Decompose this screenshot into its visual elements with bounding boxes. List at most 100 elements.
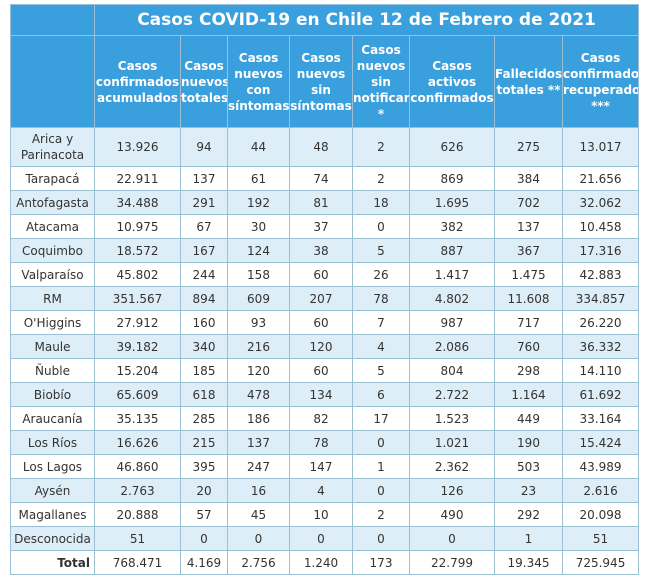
value-cell: 57 bbox=[180, 502, 228, 527]
value-cell: 216 bbox=[227, 334, 290, 359]
value-cell: 2.763 bbox=[94, 478, 181, 503]
region-name-cell: Atacama bbox=[10, 214, 95, 239]
value-cell: 35.135 bbox=[94, 406, 181, 431]
value-cell: 382 bbox=[409, 214, 495, 239]
value-cell: 1.523 bbox=[409, 406, 495, 431]
value-cell: 292 bbox=[494, 502, 563, 527]
total-cell: 768.471 bbox=[94, 550, 181, 575]
value-cell: 18 bbox=[352, 190, 410, 215]
value-cell: 33.164 bbox=[561, 406, 640, 431]
value-cell: 22.911 bbox=[94, 166, 181, 191]
value-cell: 490 bbox=[409, 502, 495, 527]
value-cell: 20 bbox=[180, 478, 228, 503]
value-cell: 503 bbox=[494, 454, 563, 479]
value-cell: 16.626 bbox=[94, 430, 181, 455]
region-name-cell: Araucanía bbox=[10, 406, 95, 431]
total-row: Total 768.471 4.169 2.756 1.240 173 22.7… bbox=[10, 550, 640, 575]
value-cell: 26 bbox=[352, 262, 410, 287]
value-cell: 1.021 bbox=[409, 430, 495, 455]
header-corner-cell bbox=[10, 35, 95, 128]
region-name-cell: Tarapacá bbox=[10, 166, 95, 191]
value-cell: 32.062 bbox=[561, 190, 640, 215]
value-cell: 126 bbox=[409, 478, 495, 503]
table-row: Atacama 10.975 67 30 37 0 382 137 10.458 bbox=[10, 214, 640, 239]
value-cell: 2.616 bbox=[561, 478, 640, 503]
value-cell: 120 bbox=[227, 358, 290, 383]
total-cell: 19.345 bbox=[494, 550, 563, 575]
value-cell: 4 bbox=[352, 334, 410, 359]
region-name-cell: Antofagasta bbox=[10, 190, 95, 215]
value-cell: 247 bbox=[227, 454, 290, 479]
value-cell: 81 bbox=[289, 190, 353, 215]
region-name-cell: Valparaíso bbox=[10, 262, 95, 287]
value-cell: 0 bbox=[352, 430, 410, 455]
value-cell: 478 bbox=[227, 382, 290, 407]
value-cell: 21.656 bbox=[561, 166, 640, 191]
region-name-cell: RM bbox=[10, 286, 95, 311]
value-cell: 45 bbox=[227, 502, 290, 527]
table-row: Ñuble 15.204 185 120 60 5 804 298 14.110 bbox=[10, 358, 640, 383]
value-cell: 38 bbox=[289, 238, 353, 263]
value-cell: 23 bbox=[494, 478, 563, 503]
header-cell: Casos confirmados recuperados *** bbox=[561, 35, 640, 128]
value-cell: 67 bbox=[180, 214, 228, 239]
value-cell: 45.802 bbox=[94, 262, 181, 287]
value-cell: 74 bbox=[289, 166, 353, 191]
value-cell: 37 bbox=[289, 214, 353, 239]
value-cell: 124 bbox=[227, 238, 290, 263]
value-cell: 1.417 bbox=[409, 262, 495, 287]
header-cell: Casos nuevos sin síntomas bbox=[289, 35, 353, 128]
table-row: O'Higgins 27.912 160 93 60 7 987 717 26.220 bbox=[10, 310, 640, 335]
value-cell: 137 bbox=[494, 214, 563, 239]
value-cell: 27.912 bbox=[94, 310, 181, 335]
header-cell: Casos activos confirmados bbox=[409, 35, 495, 128]
table-row: Valparaíso 45.802 244 158 60 26 1.417 1.475 42.8… bbox=[10, 262, 640, 287]
value-cell: 334.857 bbox=[561, 286, 640, 311]
total-cell: 1.240 bbox=[289, 550, 353, 575]
table-title: Casos COVID-19 en Chile 12 de Febrero de… bbox=[93, 4, 640, 36]
region-name-cell: Los Lagos bbox=[10, 454, 95, 479]
value-cell: 4.802 bbox=[409, 286, 495, 311]
value-cell: 215 bbox=[180, 430, 228, 455]
value-cell: 94 bbox=[180, 127, 228, 167]
value-cell: 15.424 bbox=[561, 430, 640, 455]
value-cell: 18.572 bbox=[94, 238, 181, 263]
total-cell: 22.799 bbox=[409, 550, 495, 575]
table-row: Aysén 2.763 20 16 4 0 126 23 2.616 bbox=[10, 478, 640, 503]
value-cell: 285 bbox=[180, 406, 228, 431]
value-cell: 190 bbox=[494, 430, 563, 455]
table-row: Desconocida 51 0 0 0 0 0 1 51 bbox=[10, 526, 640, 551]
table-row: Biobío 65.609 618 478 134 6 2.722 1.164 61.692 bbox=[10, 382, 640, 407]
value-cell: 4 bbox=[289, 478, 353, 503]
value-cell: 44 bbox=[227, 127, 290, 167]
value-cell: 0 bbox=[409, 526, 495, 551]
title-row: Casos COVID-19 en Chile 12 de Febrero de… bbox=[10, 4, 640, 36]
value-cell: 158 bbox=[227, 262, 290, 287]
value-cell: 60 bbox=[289, 310, 353, 335]
value-cell: 10 bbox=[289, 502, 353, 527]
value-cell: 0 bbox=[352, 214, 410, 239]
header-cell: Casos confirmados acumulados bbox=[94, 35, 181, 128]
value-cell: 36.332 bbox=[561, 334, 640, 359]
value-cell: 48 bbox=[289, 127, 353, 167]
value-cell: 17 bbox=[352, 406, 410, 431]
value-cell: 1 bbox=[494, 526, 563, 551]
value-cell: 147 bbox=[289, 454, 353, 479]
value-cell: 20.888 bbox=[94, 502, 181, 527]
value-cell: 167 bbox=[180, 238, 228, 263]
value-cell: 20.098 bbox=[561, 502, 640, 527]
value-cell: 298 bbox=[494, 358, 563, 383]
region-name-cell: Coquimbo bbox=[10, 238, 95, 263]
value-cell: 2 bbox=[352, 166, 410, 191]
value-cell: 120 bbox=[289, 334, 353, 359]
header-cell: Casos nuevos totales bbox=[180, 35, 228, 128]
value-cell: 2 bbox=[352, 127, 410, 167]
value-cell: 26.220 bbox=[561, 310, 640, 335]
value-cell: 449 bbox=[494, 406, 563, 431]
value-cell: 61.692 bbox=[561, 382, 640, 407]
value-cell: 13.926 bbox=[94, 127, 181, 167]
value-cell: 10.975 bbox=[94, 214, 181, 239]
value-cell: 65.609 bbox=[94, 382, 181, 407]
value-cell: 160 bbox=[180, 310, 228, 335]
value-cell: 609 bbox=[227, 286, 290, 311]
